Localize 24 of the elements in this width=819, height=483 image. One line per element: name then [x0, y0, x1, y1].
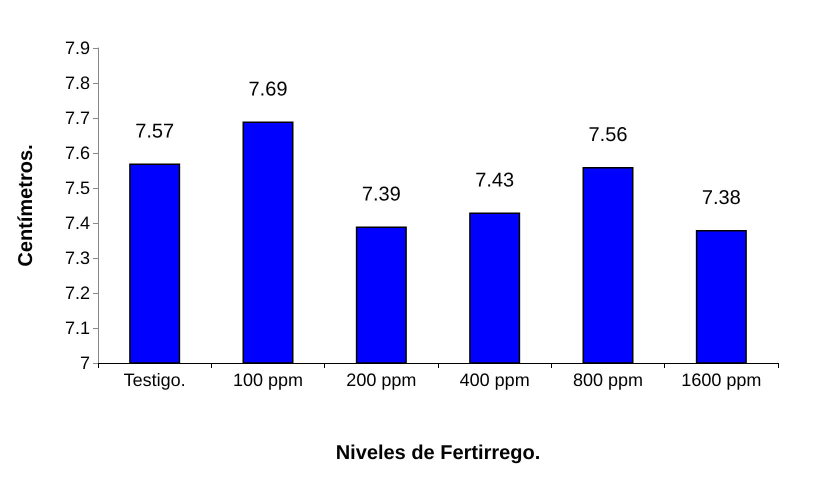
- x-tick-label: 200 ppm: [346, 370, 416, 390]
- y-tick-label: 7.5: [64, 178, 90, 198]
- data-label: 7.69: [248, 78, 288, 100]
- y-tick-label: 7.9: [64, 38, 90, 58]
- x-tick-label: 1600 ppm: [681, 370, 762, 390]
- x-tick-label: Testigo.: [124, 370, 186, 390]
- y-tick-label: 7.8: [64, 73, 90, 93]
- x-axis-title: Niveles de Fertirrego.: [336, 442, 540, 464]
- data-label: 7.39: [362, 184, 401, 206]
- data-label: 7.43: [475, 170, 514, 192]
- y-tick-label: 7: [80, 353, 90, 373]
- data-label: 7.38: [702, 187, 741, 209]
- x-tick-label: 800 ppm: [572, 370, 644, 390]
- y-tick-label: 7.1: [64, 318, 90, 338]
- y-tick-label: 7.2: [64, 283, 90, 303]
- x-tick-label: 400 ppm: [460, 370, 530, 390]
- data-label: 7.57: [135, 120, 174, 142]
- y-tick-label: 7.4: [64, 213, 90, 233]
- x-tick-label: 100 ppm: [232, 370, 304, 390]
- y-tick-label: 7.3: [64, 248, 90, 268]
- y-tick-label: 7.6: [64, 143, 90, 163]
- y-axis-title: Centímetros.: [15, 144, 37, 267]
- data-label: 7.56: [588, 124, 628, 146]
- y-tick-label: 7.7: [64, 108, 90, 128]
